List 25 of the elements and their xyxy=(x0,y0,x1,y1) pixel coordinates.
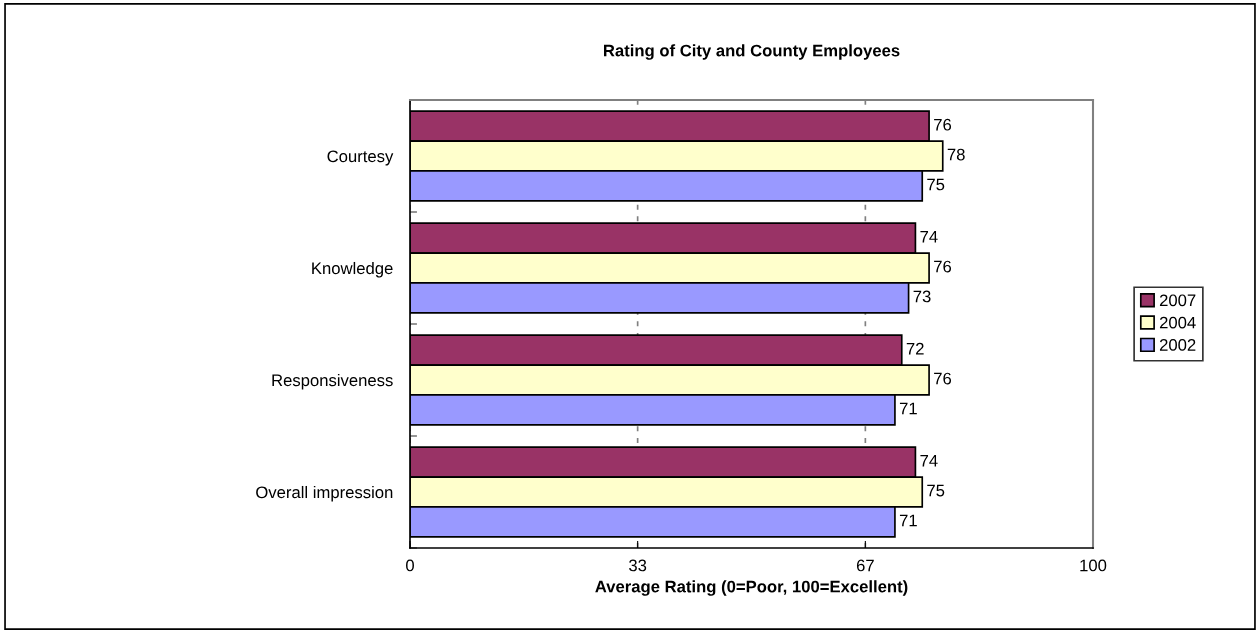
data-label: 78 xyxy=(947,148,965,161)
data-label: 75 xyxy=(927,484,945,497)
data-label: 71 xyxy=(899,514,917,527)
y-tick-label: Overall impression xyxy=(256,485,393,502)
data-label: 74 xyxy=(920,230,938,243)
data-label: 72 xyxy=(906,342,924,355)
legend-label: 2002 xyxy=(1159,339,1196,351)
x-tick-label: 33 xyxy=(629,559,647,572)
data-label: 75 xyxy=(927,178,945,191)
data-label: 73 xyxy=(913,290,931,303)
legend-label: 2004 xyxy=(1159,316,1196,329)
x-tick-label: 100 xyxy=(1080,559,1107,572)
y-tick-label: Knowledge xyxy=(312,261,393,278)
y-tick-label: Courtesy xyxy=(327,150,394,166)
data-label: 76 xyxy=(934,118,952,131)
x-tick-label: 67 xyxy=(856,559,874,572)
chart-title: Rating of City and County Employees xyxy=(604,44,900,60)
data-label: 76 xyxy=(934,372,952,385)
data-label: 74 xyxy=(920,454,938,467)
legend-label: 2007 xyxy=(1159,294,1196,307)
y-tick-label: Responsiveness xyxy=(272,373,393,390)
data-label: 71 xyxy=(899,402,917,415)
x-axis-title: Average Rating (0=Poor, 100=Excellent) xyxy=(595,580,908,596)
x-tick-label: 0 xyxy=(406,559,414,572)
data-label: 76 xyxy=(934,260,952,273)
